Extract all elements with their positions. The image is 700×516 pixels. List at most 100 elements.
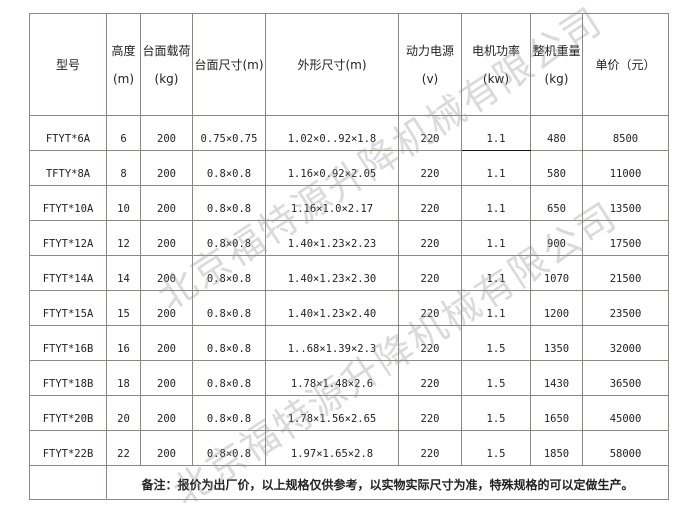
cell-weight: 1070: [530, 255, 583, 291]
cell-model: FTYT*16B: [29, 325, 107, 361]
cell-platform: 0.8×0.8: [192, 255, 266, 291]
cell-outer: 1..68×1.39×2.3: [265, 325, 399, 361]
cell-load: 200: [140, 325, 193, 361]
price-spec-table: 型号 高度 (m) 台面载荷 (kg) 台面尺寸(m) 外形尺寸(m) 动力电源 (v…: [29, 13, 669, 500]
cell-price: 36500: [582, 360, 669, 396]
cell-power: 1.1: [461, 185, 531, 221]
cell-platform: 0.8×0.8: [192, 290, 266, 326]
cell-height: 22: [106, 430, 141, 466]
cell-platform: 0.8×0.8: [192, 395, 266, 431]
header-power-source: 动力电源 (v): [398, 13, 462, 116]
cell-platform: 0.8×0.8: [192, 185, 266, 221]
header-motor-power-label: 电机功率: [471, 43, 520, 58]
cell-power: 1.1: [461, 290, 531, 326]
cell-weight: 900: [530, 220, 583, 256]
cell-power: 1.5: [461, 360, 531, 396]
header-height-label: 高度: [111, 43, 136, 58]
header-weight: 整机重量 (kg): [530, 13, 583, 116]
cell-weight: 1650: [530, 395, 583, 431]
cell-outer: 1.40×1.23×2.40: [265, 290, 399, 326]
note-text: 备注：报价为出厂价，以上规格仅供参考，以实物实际尺寸为准，特殊规格的可以定做生产…: [106, 465, 669, 500]
cell-outer: 1.02×0..92×1.8: [265, 115, 399, 151]
cell-height: 14: [106, 255, 141, 291]
cell-weight: 650: [530, 185, 583, 221]
table-row: FTYT*18B 18 200 0.8×0.8 1.78×1.48×2.6 220 1.5 1…: [29, 360, 669, 396]
cell-load: 200: [140, 185, 193, 221]
cell-price: 32000: [582, 325, 669, 361]
header-power-source-label: 动力电源: [405, 43, 454, 58]
cell-voltage: 220: [398, 255, 462, 291]
cell-height: 20: [106, 395, 141, 431]
header-height-unit: (m): [112, 71, 135, 86]
header-outer-size: 外形尺寸(m): [265, 13, 399, 116]
table-row: FTYT*22B 22 200 0.8×0.8 1.97×1.65×2.8 220 1.5 1…: [29, 430, 669, 466]
cell-height: 6: [106, 115, 141, 151]
cell-load: 200: [140, 150, 193, 186]
cell-weight: 1430: [530, 360, 583, 396]
table-row: FTYT*15A 15 200 0.8×0.8 1.40×1.23×2.40 220 1.1…: [29, 290, 669, 326]
header-price: 单价（元）: [582, 13, 669, 116]
cell-model: FTYT*14A: [29, 255, 107, 291]
header-load: 台面载荷 (kg): [140, 13, 193, 116]
cell-model: FTYT*15A: [29, 290, 107, 326]
header-motor-power-unit: (kw): [482, 71, 510, 86]
cell-price: 17500: [582, 220, 669, 256]
cell-weight: 1350: [530, 325, 583, 361]
cell-model: TFTY*8A: [29, 150, 107, 186]
cell-platform: 0.8×0.8: [192, 325, 266, 361]
cell-voltage: 220: [398, 430, 462, 466]
note-row: 备注：报价为出厂价，以上规格仅供参考，以实物实际尺寸为准，特殊规格的可以定做生产…: [29, 465, 669, 500]
header-weight-label: 整机重量: [532, 43, 581, 58]
cell-load: 200: [140, 115, 193, 151]
cell-price: 21500: [582, 255, 669, 291]
cell-power: 1.5: [461, 395, 531, 431]
cell-voltage: 220: [398, 185, 462, 221]
cell-height: 12: [106, 220, 141, 256]
cell-power: 1.1: [461, 255, 531, 291]
cell-height: 16: [106, 325, 141, 361]
table-row: FTYT*12A 12 200 0.8×0.8 1.40×1.23×2.23 220 1.1…: [29, 220, 669, 256]
table-row: FTYT*6A 6 200 0.75×0.75 1.02×0..92×1.8 220 1.1…: [29, 115, 669, 151]
cell-voltage: 220: [398, 325, 462, 361]
cell-voltage: 220: [398, 360, 462, 396]
cell-platform: 0.8×0.8: [192, 360, 266, 396]
cell-price: 23500: [582, 290, 669, 326]
cell-power: 1.1: [461, 220, 531, 256]
cell-height: 15: [106, 290, 141, 326]
cell-platform: 0.8×0.8: [192, 430, 266, 466]
cell-load: 200: [140, 430, 193, 466]
cell-model: FTYT*22B: [29, 430, 107, 466]
cell-voltage: 220: [398, 220, 462, 256]
header-height: 高度 (m): [106, 13, 141, 116]
cell-power: 1.5: [461, 430, 531, 466]
table-row: TFTY*8A 8 200 0.8×0.8 1.16×0.92×2.05 220 1.1 58…: [29, 150, 669, 186]
cell-outer: 1.40×1.23×2.30: [265, 255, 399, 291]
cell-load: 200: [140, 290, 193, 326]
cell-outer: 1.78×1.56×2.65: [265, 395, 399, 431]
header-platform-size: 台面尺寸(m): [192, 13, 266, 116]
cell-price: 45000: [582, 395, 669, 431]
header-model: 型号: [29, 13, 107, 116]
cell-outer: 1.40×1.23×2.23: [265, 220, 399, 256]
cell-outer: 1.16×1.0×2.17: [265, 185, 399, 221]
cell-model: FTYT*6A: [29, 115, 107, 151]
cell-model: FTYT*18B: [29, 360, 107, 396]
cell-platform: 0.75×0.75: [192, 115, 266, 151]
cell-load: 200: [140, 255, 193, 291]
cell-weight: 1200: [530, 290, 583, 326]
cell-price: 8500: [582, 115, 669, 151]
cell-weight: 480: [530, 115, 583, 151]
cell-power: 1.5: [461, 325, 531, 361]
cell-height: 8: [106, 150, 141, 186]
cell-weight: 1850: [530, 430, 583, 466]
cell-price: 11000: [582, 150, 669, 186]
header-weight-unit: (kg): [544, 71, 569, 86]
header-row: 型号 高度 (m) 台面载荷 (kg) 台面尺寸(m) 外形尺寸(m) 动力电源 (v…: [29, 13, 669, 116]
cell-load: 200: [140, 395, 193, 431]
table-row: FTYT*20B 20 200 0.8×0.8 1.78×1.56×2.65 220 1.5…: [29, 395, 669, 431]
header-load-unit: (kg): [154, 71, 179, 86]
cell-load: 200: [140, 220, 193, 256]
header-load-label: 台面载荷: [142, 43, 191, 58]
cell-weight: 580: [530, 150, 583, 186]
cell-outer: 1.16×0.92×2.05: [265, 150, 399, 186]
